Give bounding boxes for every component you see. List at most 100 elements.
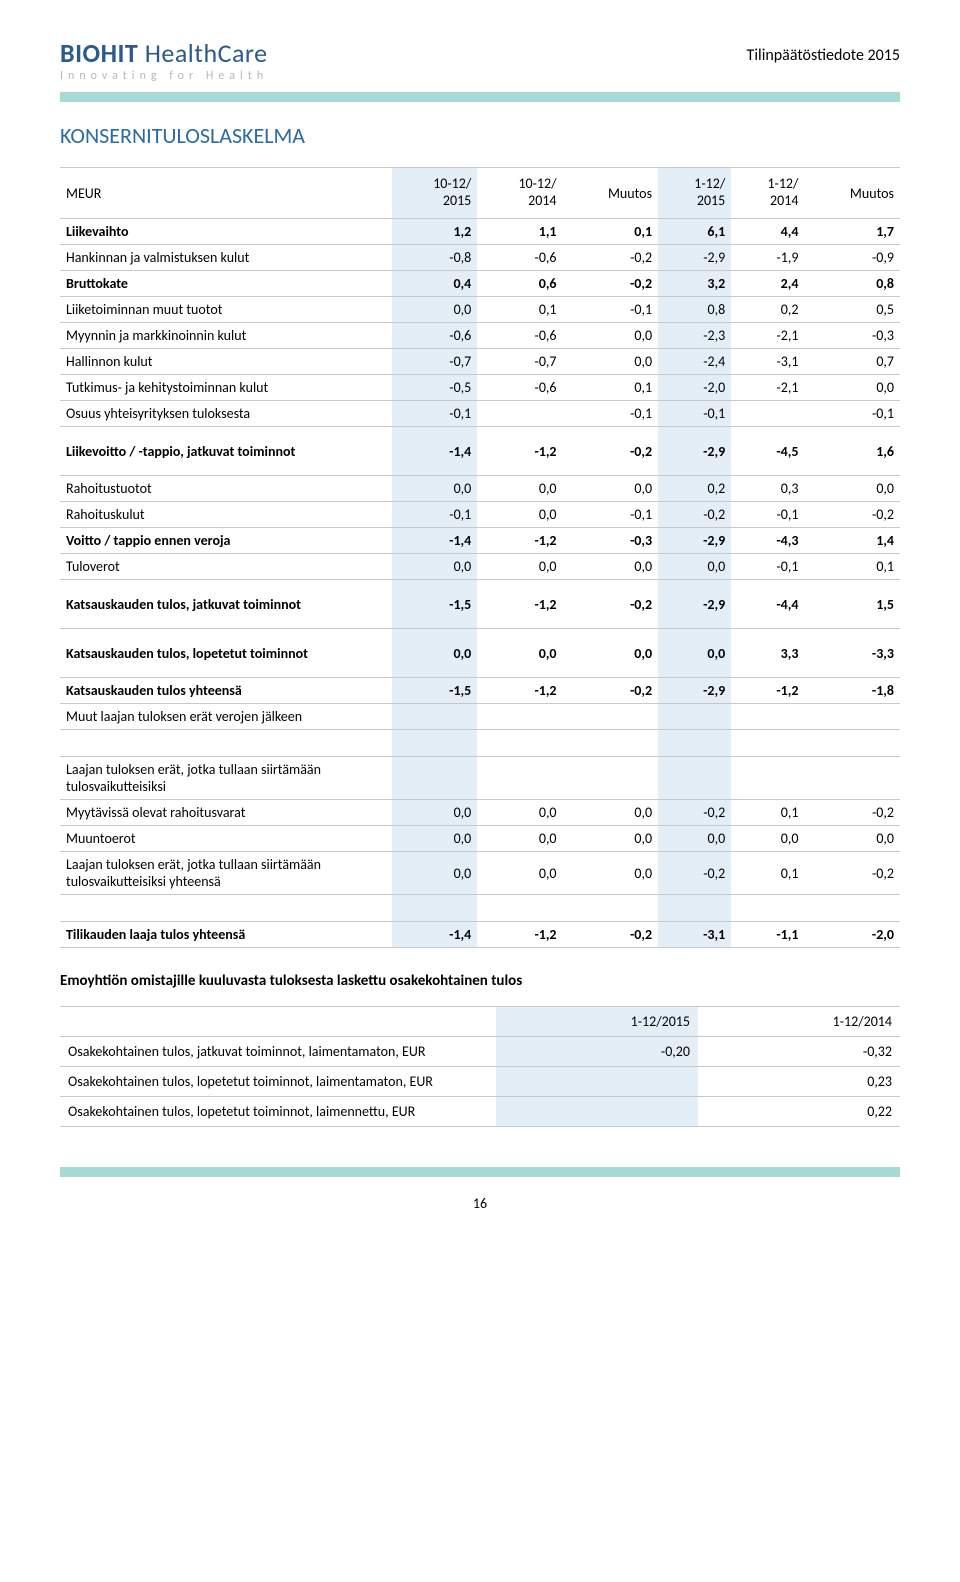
cell-value: -1,5 <box>392 580 477 629</box>
row-label: Tuloverot <box>60 554 392 580</box>
cell-value: -0,1 <box>392 401 477 427</box>
cell-value: -1,2 <box>477 580 562 629</box>
cell-value: 0,1 <box>563 219 659 245</box>
cell-value <box>731 704 804 730</box>
cell-value <box>563 704 659 730</box>
cell-value: -2,1 <box>731 375 804 401</box>
cell-value <box>731 757 804 800</box>
eps-col-label <box>60 1007 496 1037</box>
cell-value: 0,0 <box>477 852 562 895</box>
col-muutos1: Muutos <box>563 168 659 219</box>
table-row: Muut laajan tuloksen erät verojen jälkee… <box>60 704 900 730</box>
row-label: Tilikauden laaja tulos yhteensä <box>60 922 392 948</box>
cell-value: 0,0 <box>392 297 477 323</box>
table-row: Hallinnon kulut-0,7-0,70,0-2,4-3,10,7 <box>60 349 900 375</box>
cell-value: -0,3 <box>563 528 659 554</box>
logo-main: BIOHIT <box>60 37 138 69</box>
cell-value: 0,0 <box>658 826 731 852</box>
cell-value: -0,1 <box>731 502 804 528</box>
cell-value: 0,0 <box>563 323 659 349</box>
row-label: Bruttokate <box>60 271 392 297</box>
logo-sub: HealthCare <box>145 37 268 69</box>
cell-value: -0,2 <box>563 580 659 629</box>
cell-value: -0,2 <box>563 922 659 948</box>
cell-value: 0,0 <box>563 629 659 678</box>
cell-value: -0,2 <box>658 800 731 826</box>
cell-value: 0,0 <box>563 800 659 826</box>
cell-value: -2,3 <box>658 323 731 349</box>
cell-value: 0,0 <box>392 554 477 580</box>
cell-value: 0,0 <box>804 476 900 502</box>
cell-value: -0,2 <box>658 502 731 528</box>
cell-value: -2,1 <box>731 323 804 349</box>
cell-value <box>496 1067 698 1097</box>
cell-value: -4,4 <box>731 580 804 629</box>
cell-value: 0,0 <box>563 349 659 375</box>
table-row: Rahoitustuotot0,00,00,00,20,30,0 <box>60 476 900 502</box>
cell-value: -1,4 <box>392 528 477 554</box>
cell-value: -1,2 <box>731 678 804 704</box>
cell-value: -4,5 <box>731 427 804 476</box>
cell-value: 0,0 <box>477 629 562 678</box>
col-1012-2014: 10-12/2014 <box>477 168 562 219</box>
cell-value: -0,1 <box>563 401 659 427</box>
cell-value: 0,0 <box>658 629 731 678</box>
cell-value: 0,0 <box>392 826 477 852</box>
cell-value: -0,8 <box>392 245 477 271</box>
table-row <box>60 895 900 922</box>
cell-value: -1,2 <box>477 427 562 476</box>
cell-value: -0,2 <box>563 427 659 476</box>
row-label: Rahoitustuotot <box>60 476 392 502</box>
cell-value: -1,2 <box>477 922 562 948</box>
col-1012-2015: 10-12/2015 <box>392 168 477 219</box>
table-header-row: 1-12/2015 1-12/2014 <box>60 1007 900 1037</box>
logo: BIOHIT HealthCare Innovating for Health <box>60 40 268 82</box>
cell-value: 0,8 <box>804 271 900 297</box>
cell-value: -0,1 <box>563 297 659 323</box>
cell-value: 0,5 <box>804 297 900 323</box>
row-label: Liikevaihto <box>60 219 392 245</box>
eps-col-2015: 1-12/2015 <box>496 1007 698 1037</box>
cell-value: 0,8 <box>658 297 731 323</box>
row-label: Voitto / tappio ennen veroja <box>60 528 392 554</box>
row-label: Katsauskauden tulos, jatkuvat toiminnot <box>60 580 392 629</box>
cell-value: 2,4 <box>731 271 804 297</box>
cell-value: -0,1 <box>804 401 900 427</box>
cell-value: -0,6 <box>392 323 477 349</box>
cell-value: 0,0 <box>804 826 900 852</box>
cell-value: -0,3 <box>804 323 900 349</box>
section-title: KONSERNITULOSLASKELMA <box>60 122 900 149</box>
cell-value: -0,9 <box>804 245 900 271</box>
cell-value: -2,9 <box>658 678 731 704</box>
cell-value: -0,1 <box>563 502 659 528</box>
cell-value: 1,2 <box>392 219 477 245</box>
row-label: Laajan tuloksen erät, jotka tullaan siir… <box>60 852 392 895</box>
cell-value <box>477 704 562 730</box>
cell-value <box>658 704 731 730</box>
table-row: Hankinnan ja valmistuksen kulut-0,8-0,6-… <box>60 245 900 271</box>
cell-value: -0,20 <box>496 1037 698 1067</box>
income-statement-table: MEUR 10-12/2015 10-12/2014 Muutos 1-12/2… <box>60 167 900 948</box>
cell-value: -0,1 <box>731 554 804 580</box>
row-label: Hankinnan ja valmistuksen kulut <box>60 245 392 271</box>
cell-value: -1,2 <box>477 678 562 704</box>
cell-value <box>658 757 731 800</box>
cell-value: 1,6 <box>804 427 900 476</box>
cell-value: 1,1 <box>477 219 562 245</box>
cell-value: 0,2 <box>731 297 804 323</box>
table-row: Tilikauden laaja tulos yhteensä-1,4-1,2-… <box>60 922 900 948</box>
cell-value: 0,0 <box>392 800 477 826</box>
table-row: Katsauskauden tulos, jatkuvat toiminnot-… <box>60 580 900 629</box>
cell-value <box>477 401 562 427</box>
cell-value: -2,9 <box>658 427 731 476</box>
cell-value <box>392 704 477 730</box>
cell-value: 0,2 <box>658 476 731 502</box>
row-label: Muut laajan tuloksen erät verojen jälkee… <box>60 704 392 730</box>
table-row: Liikevaihto1,21,10,16,14,41,7 <box>60 219 900 245</box>
cell-value: -3,1 <box>658 922 731 948</box>
cell-value: 0,1 <box>804 554 900 580</box>
cell-value: 0,0 <box>477 476 562 502</box>
cell-value: 0,3 <box>731 476 804 502</box>
cell-value: -2,9 <box>658 580 731 629</box>
cell-value: 0,0 <box>477 800 562 826</box>
